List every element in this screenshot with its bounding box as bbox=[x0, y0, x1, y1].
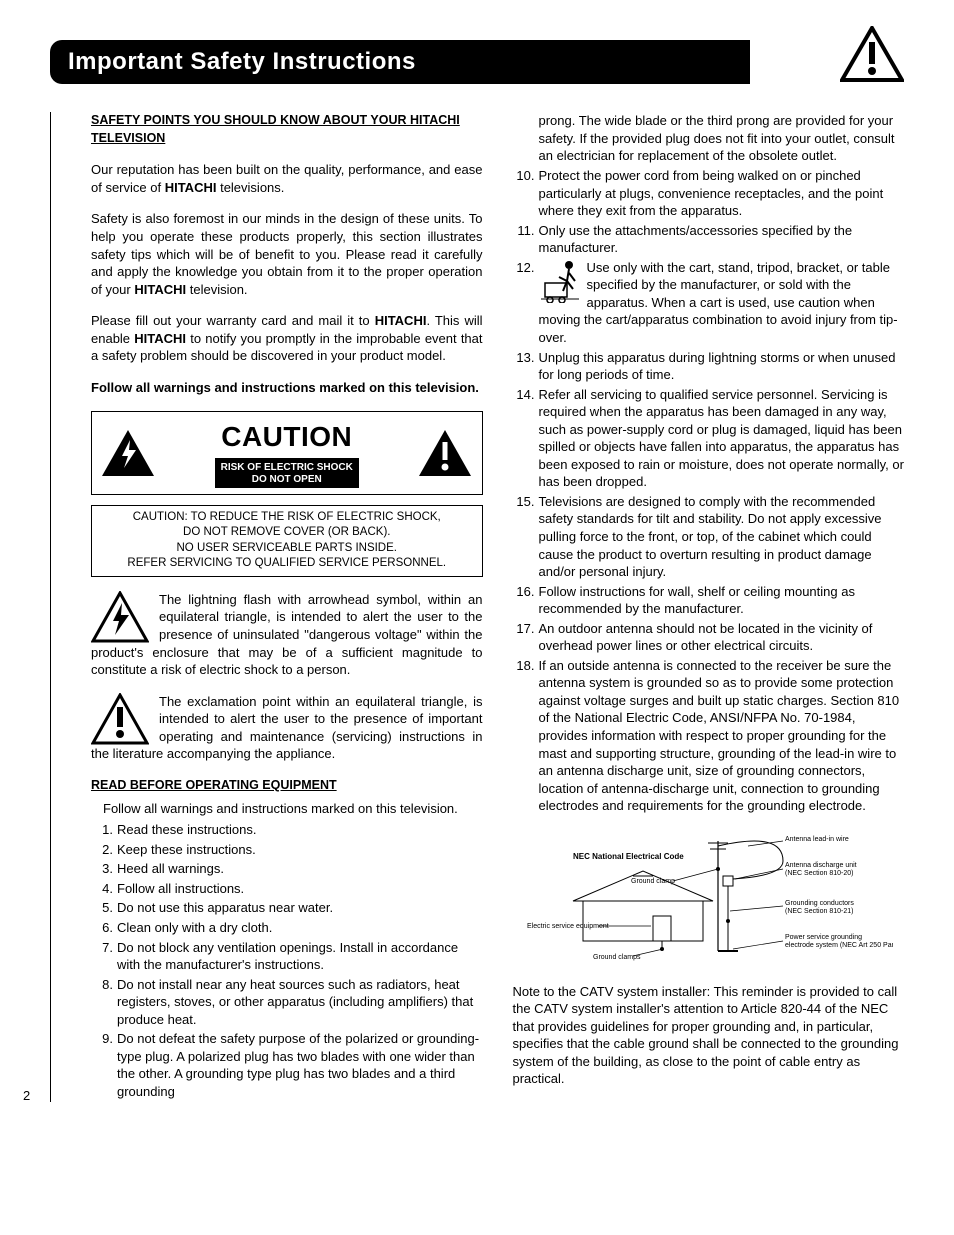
follow-all-text: Follow all warnings and instructions mar… bbox=[91, 800, 483, 818]
intro-para-2: Safety is also foremost in our minds in … bbox=[91, 210, 483, 298]
content-area: 2 SAFETY POINTS YOU SHOULD KNOW ABOUT YO… bbox=[50, 112, 904, 1102]
nec-gconductors: Grounding conductors bbox=[785, 900, 854, 907]
nec-discharge: Antenna discharge unit bbox=[785, 862, 857, 869]
lightning-icon bbox=[91, 591, 149, 643]
page-header: Important Safety Instructions bbox=[50, 40, 904, 84]
caution-text-box: CAUTION: TO REDUCE THE RISK OF ELECTRIC … bbox=[91, 505, 483, 577]
instruction-11: Only use the attachments/accessories spe… bbox=[513, 222, 905, 257]
instruction-12: Use only with the cart, stand, tripod, b… bbox=[513, 259, 905, 347]
instruction-9-cont: prong. The wide blade or the third prong… bbox=[513, 112, 905, 165]
instruction-10: Protect the power cord from being walked… bbox=[513, 167, 905, 220]
instruction-4: Follow all instructions. bbox=[91, 880, 483, 898]
nec-discharge-b: (NEC Section 810-20) bbox=[785, 870, 853, 877]
instruction-3: Heed all warnings. bbox=[91, 860, 483, 878]
caution-subtitle: RISK OF ELECTRIC SHOCKDO NOT OPEN bbox=[215, 460, 359, 488]
section-heading-safety: SAFETY POINTS YOU SHOULD KNOW ABOUT YOUR… bbox=[91, 112, 483, 147]
exclaim-icon bbox=[91, 693, 149, 745]
instruction-18: If an outside antenna is connected to th… bbox=[513, 657, 905, 815]
instruction-7: Do not block any ventilation openings. I… bbox=[91, 939, 483, 974]
exclaim-triangle-icon bbox=[417, 428, 473, 478]
right-column: prong. The wide blade or the third prong… bbox=[513, 112, 905, 1102]
lightning-symbol-para: The lightning flash with arrowhead symbo… bbox=[91, 591, 483, 679]
instruction-13: Unplug this apparatus during lightning s… bbox=[513, 349, 905, 384]
instructions-list-right: Protect the power cord from being walked… bbox=[513, 167, 905, 815]
catv-note: Note to the CATV system installer: This … bbox=[513, 983, 905, 1088]
intro-para-1: Our reputation has been built on the qua… bbox=[91, 161, 483, 196]
intro-para-3: Please fill out your warranty card and m… bbox=[91, 312, 483, 365]
read-before-heading: READ BEFORE OPERATING EQUIPMENT bbox=[91, 777, 483, 794]
instruction-5: Do not use this apparatus near water. bbox=[91, 899, 483, 917]
instruction-17: An outdoor antenna should not be located… bbox=[513, 620, 905, 655]
instruction-16: Follow instructions for wall, shelf or c… bbox=[513, 583, 905, 618]
nec-leadin: Antenna lead-in wire bbox=[785, 836, 849, 843]
instruction-1: Read these instructions. bbox=[91, 821, 483, 839]
instruction-6: Clean only with a dry cloth. bbox=[91, 919, 483, 937]
page-number: 2 bbox=[23, 1087, 30, 1105]
warning-icon bbox=[840, 26, 904, 82]
instructions-list-left: Read these instructions. Keep these inst… bbox=[91, 821, 483, 1100]
instruction-8: Do not install near any heat sources suc… bbox=[91, 976, 483, 1029]
caution-box: CAUTION RISK OF ELECTRIC SHOCKDO NOT OPE… bbox=[91, 411, 483, 495]
nec-title: NEC National Electrical Code bbox=[573, 852, 684, 861]
shock-triangle-icon bbox=[100, 428, 156, 478]
cart-tip-icon bbox=[539, 259, 581, 303]
instruction-14: Refer all servicing to qualified service… bbox=[513, 386, 905, 491]
nec-grounding-diagram: NEC National Electrical Code Antenna lea… bbox=[523, 821, 893, 971]
nec-service: Electric service equipment bbox=[527, 923, 609, 930]
nec-power: Power service grounding bbox=[785, 934, 862, 941]
nec-power-b: electrode system (NEC Art 250 Part H) bbox=[785, 942, 893, 949]
nec-gconductors-b: (NEC Section 810-21) bbox=[785, 908, 853, 915]
header-title: Important Safety Instructions bbox=[50, 40, 750, 84]
nec-gclamps: Ground clamps bbox=[593, 954, 641, 961]
instruction-2: Keep these instructions. bbox=[91, 841, 483, 859]
instruction-15: Televisions are designed to comply with … bbox=[513, 493, 905, 581]
nec-gclamp: Ground clamp bbox=[631, 878, 675, 885]
instruction-9: Do not defeat the safety purpose of the … bbox=[91, 1030, 483, 1100]
exclaim-symbol-para: The exclamation point within an equilate… bbox=[91, 693, 483, 763]
left-column: SAFETY POINTS YOU SHOULD KNOW ABOUT YOUR… bbox=[91, 112, 483, 1102]
caution-title: CAUTION bbox=[215, 418, 359, 460]
follow-warnings-heading: Follow all warnings and instructions mar… bbox=[91, 379, 483, 397]
